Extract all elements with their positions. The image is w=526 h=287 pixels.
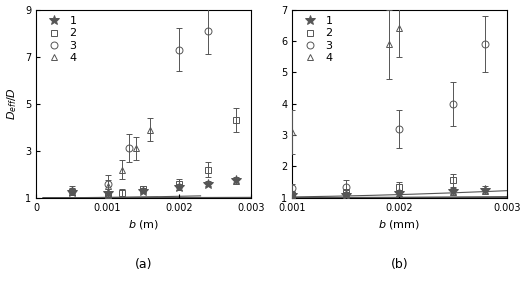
Y-axis label: $D_{eff}/D$: $D_{eff}/D$ [6, 87, 19, 120]
Text: (b): (b) [391, 258, 408, 271]
X-axis label: $b$ (mm): $b$ (mm) [378, 218, 420, 231]
X-axis label: $b$ (m): $b$ (m) [128, 218, 159, 231]
Text: (a): (a) [135, 258, 152, 271]
Legend: 1, 2, 3, 4: 1, 2, 3, 4 [41, 14, 79, 65]
Legend: 1, 2, 3, 4: 1, 2, 3, 4 [297, 14, 335, 65]
